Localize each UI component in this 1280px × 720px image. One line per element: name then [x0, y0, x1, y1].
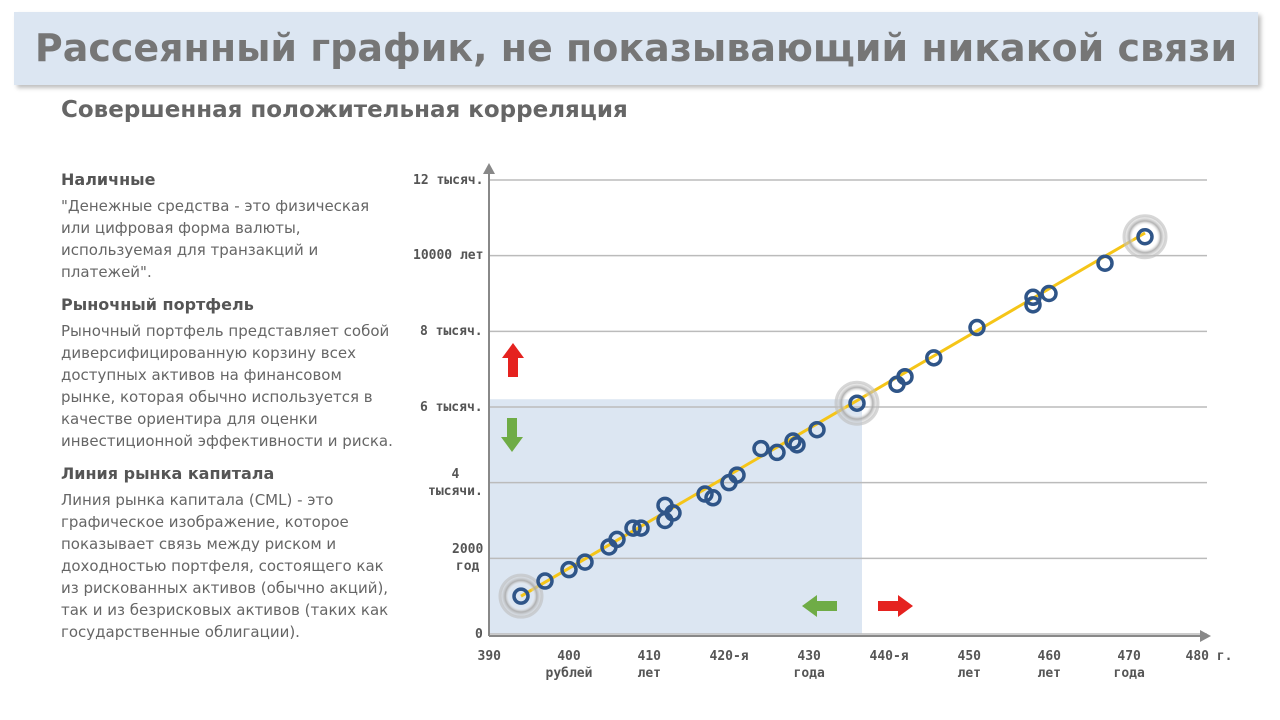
- point: [925, 349, 943, 367]
- point: [768, 443, 786, 462]
- arrows: [501, 343, 913, 617]
- y-tick-label: 6 тысяч.: [420, 399, 483, 415]
- point: [576, 553, 594, 571]
- y-tick-label: 4 тысячи.: [428, 466, 483, 499]
- y-tick-label: 12 тысяч.: [413, 172, 484, 188]
- point: [512, 587, 530, 605]
- point: [788, 436, 806, 454]
- point: [808, 420, 826, 439]
- section-text: Рыночный портфель представляет собой див…: [61, 322, 393, 450]
- y-tick-label: 10000 лет: [413, 248, 484, 264]
- point: [1096, 254, 1114, 272]
- section-text: "Денежные средства - это физическая или …: [61, 197, 370, 281]
- x-axis-arrow: [1200, 630, 1211, 642]
- x-tick-label: 440-я: [869, 649, 909, 664]
- point: [624, 519, 642, 537]
- y-tick-label: 0: [475, 626, 483, 642]
- point: [536, 572, 554, 590]
- axes: [483, 163, 1211, 642]
- arrow-right: [878, 595, 913, 617]
- highlight-halo: [498, 573, 544, 619]
- point: [968, 318, 986, 337]
- point: [632, 519, 650, 537]
- point: [664, 504, 682, 522]
- point: [728, 466, 746, 484]
- y-tick-label: 2000 год: [452, 542, 484, 575]
- x-tick-label: 420-я: [709, 649, 749, 664]
- x-tick-label: 480 г.: [1185, 649, 1233, 664]
- point: [848, 394, 866, 412]
- arrow-down: [501, 418, 523, 452]
- x-tick-label: 400 рублей: [545, 649, 593, 681]
- point: [1136, 228, 1154, 246]
- section-heading: Линия рынка капитала: [61, 464, 275, 483]
- point: [1040, 284, 1058, 303]
- x-tick-label: 450 лет: [957, 649, 981, 681]
- point: [896, 367, 914, 386]
- point: [608, 530, 626, 549]
- point: [1024, 296, 1042, 314]
- point: [560, 560, 578, 579]
- y-tick-label: 8 тысяч.: [420, 323, 483, 339]
- title-banner: Рассеянный график, не показывающий никак…: [14, 12, 1258, 85]
- point: [752, 439, 770, 458]
- point: [784, 432, 802, 450]
- y-axis-arrow: [483, 163, 495, 174]
- x-tick-label: 430 года: [793, 649, 825, 681]
- subtitle: Совершенная положительная корреляция: [61, 97, 628, 123]
- title: Рассеянный график, не показывающий никак…: [34, 26, 1238, 70]
- point: [704, 489, 722, 507]
- highlight-halo: [834, 380, 880, 426]
- x-tick-label: 470 года: [1113, 649, 1145, 681]
- section-heading: Наличные: [61, 170, 156, 189]
- highlight-halo: [1122, 214, 1168, 260]
- point: [1024, 288, 1042, 307]
- x-tick-label: 410 лет: [637, 649, 661, 681]
- section-text: Линия рынка капитала (CML) - это графиче…: [61, 491, 389, 641]
- side-text: Наличные "Денежные средства - это физичес…: [61, 170, 396, 655]
- arrow-up: [502, 343, 524, 377]
- shaded-region: [489, 399, 862, 634]
- section-heading: Рыночный портфель: [61, 295, 254, 314]
- x-tick-label: 390: [477, 649, 501, 664]
- arrow-left: [802, 595, 837, 617]
- x-tick-label: 460 лет: [1037, 649, 1061, 681]
